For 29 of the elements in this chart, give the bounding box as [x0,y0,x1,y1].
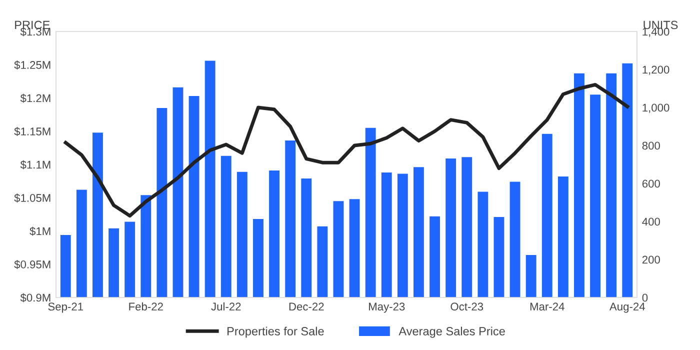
x-tick-label: Jul-22 [211,302,241,311]
y-axis-title: PRICE [15,20,50,30]
x-tick-label: Mar-24 [530,302,564,311]
line-series [64,82,630,218]
x-tick-label: Oct-23 [450,302,484,311]
x-tick-label: Aug-24 [609,302,645,313]
x-tick-label: May-23 [369,302,405,313]
y2-tick-label: 1,400 [642,28,670,37]
y2-axis-title: UNITS [644,20,678,30]
y-tick-label: $1M [30,226,50,236]
x-tick-label: Feb-22 [129,302,163,311]
y-tick-label: $0.9M [20,293,50,302]
legend-label: Average Sales Price [398,326,505,338]
y-tick-label: $1.05M [14,194,50,203]
y-tick-label: $1.1M [20,160,50,170]
x-tick-label: Dec-22 [289,302,324,311]
y-tick-label: $1.15M [14,127,50,136]
y-tick-label: $1.25M [14,60,50,70]
y2-tick-label: 400 [642,218,660,226]
y2-tick-label: 200 [642,256,660,264]
y2-tick-label: 800 [642,142,660,150]
y2-tick-label: 0 [642,294,648,302]
y2-tick-label: 1,200 [642,66,670,75]
y2-tick-label: 1,000 [642,104,670,113]
x-tick-label: Sep-21 [48,302,84,313]
y2-tick-label: 600 [642,180,660,188]
legend-label: Properties for Sale [228,326,324,338]
y-tick-label: $0.95M [14,260,50,270]
y-tick-label: $1.2M [20,94,50,103]
